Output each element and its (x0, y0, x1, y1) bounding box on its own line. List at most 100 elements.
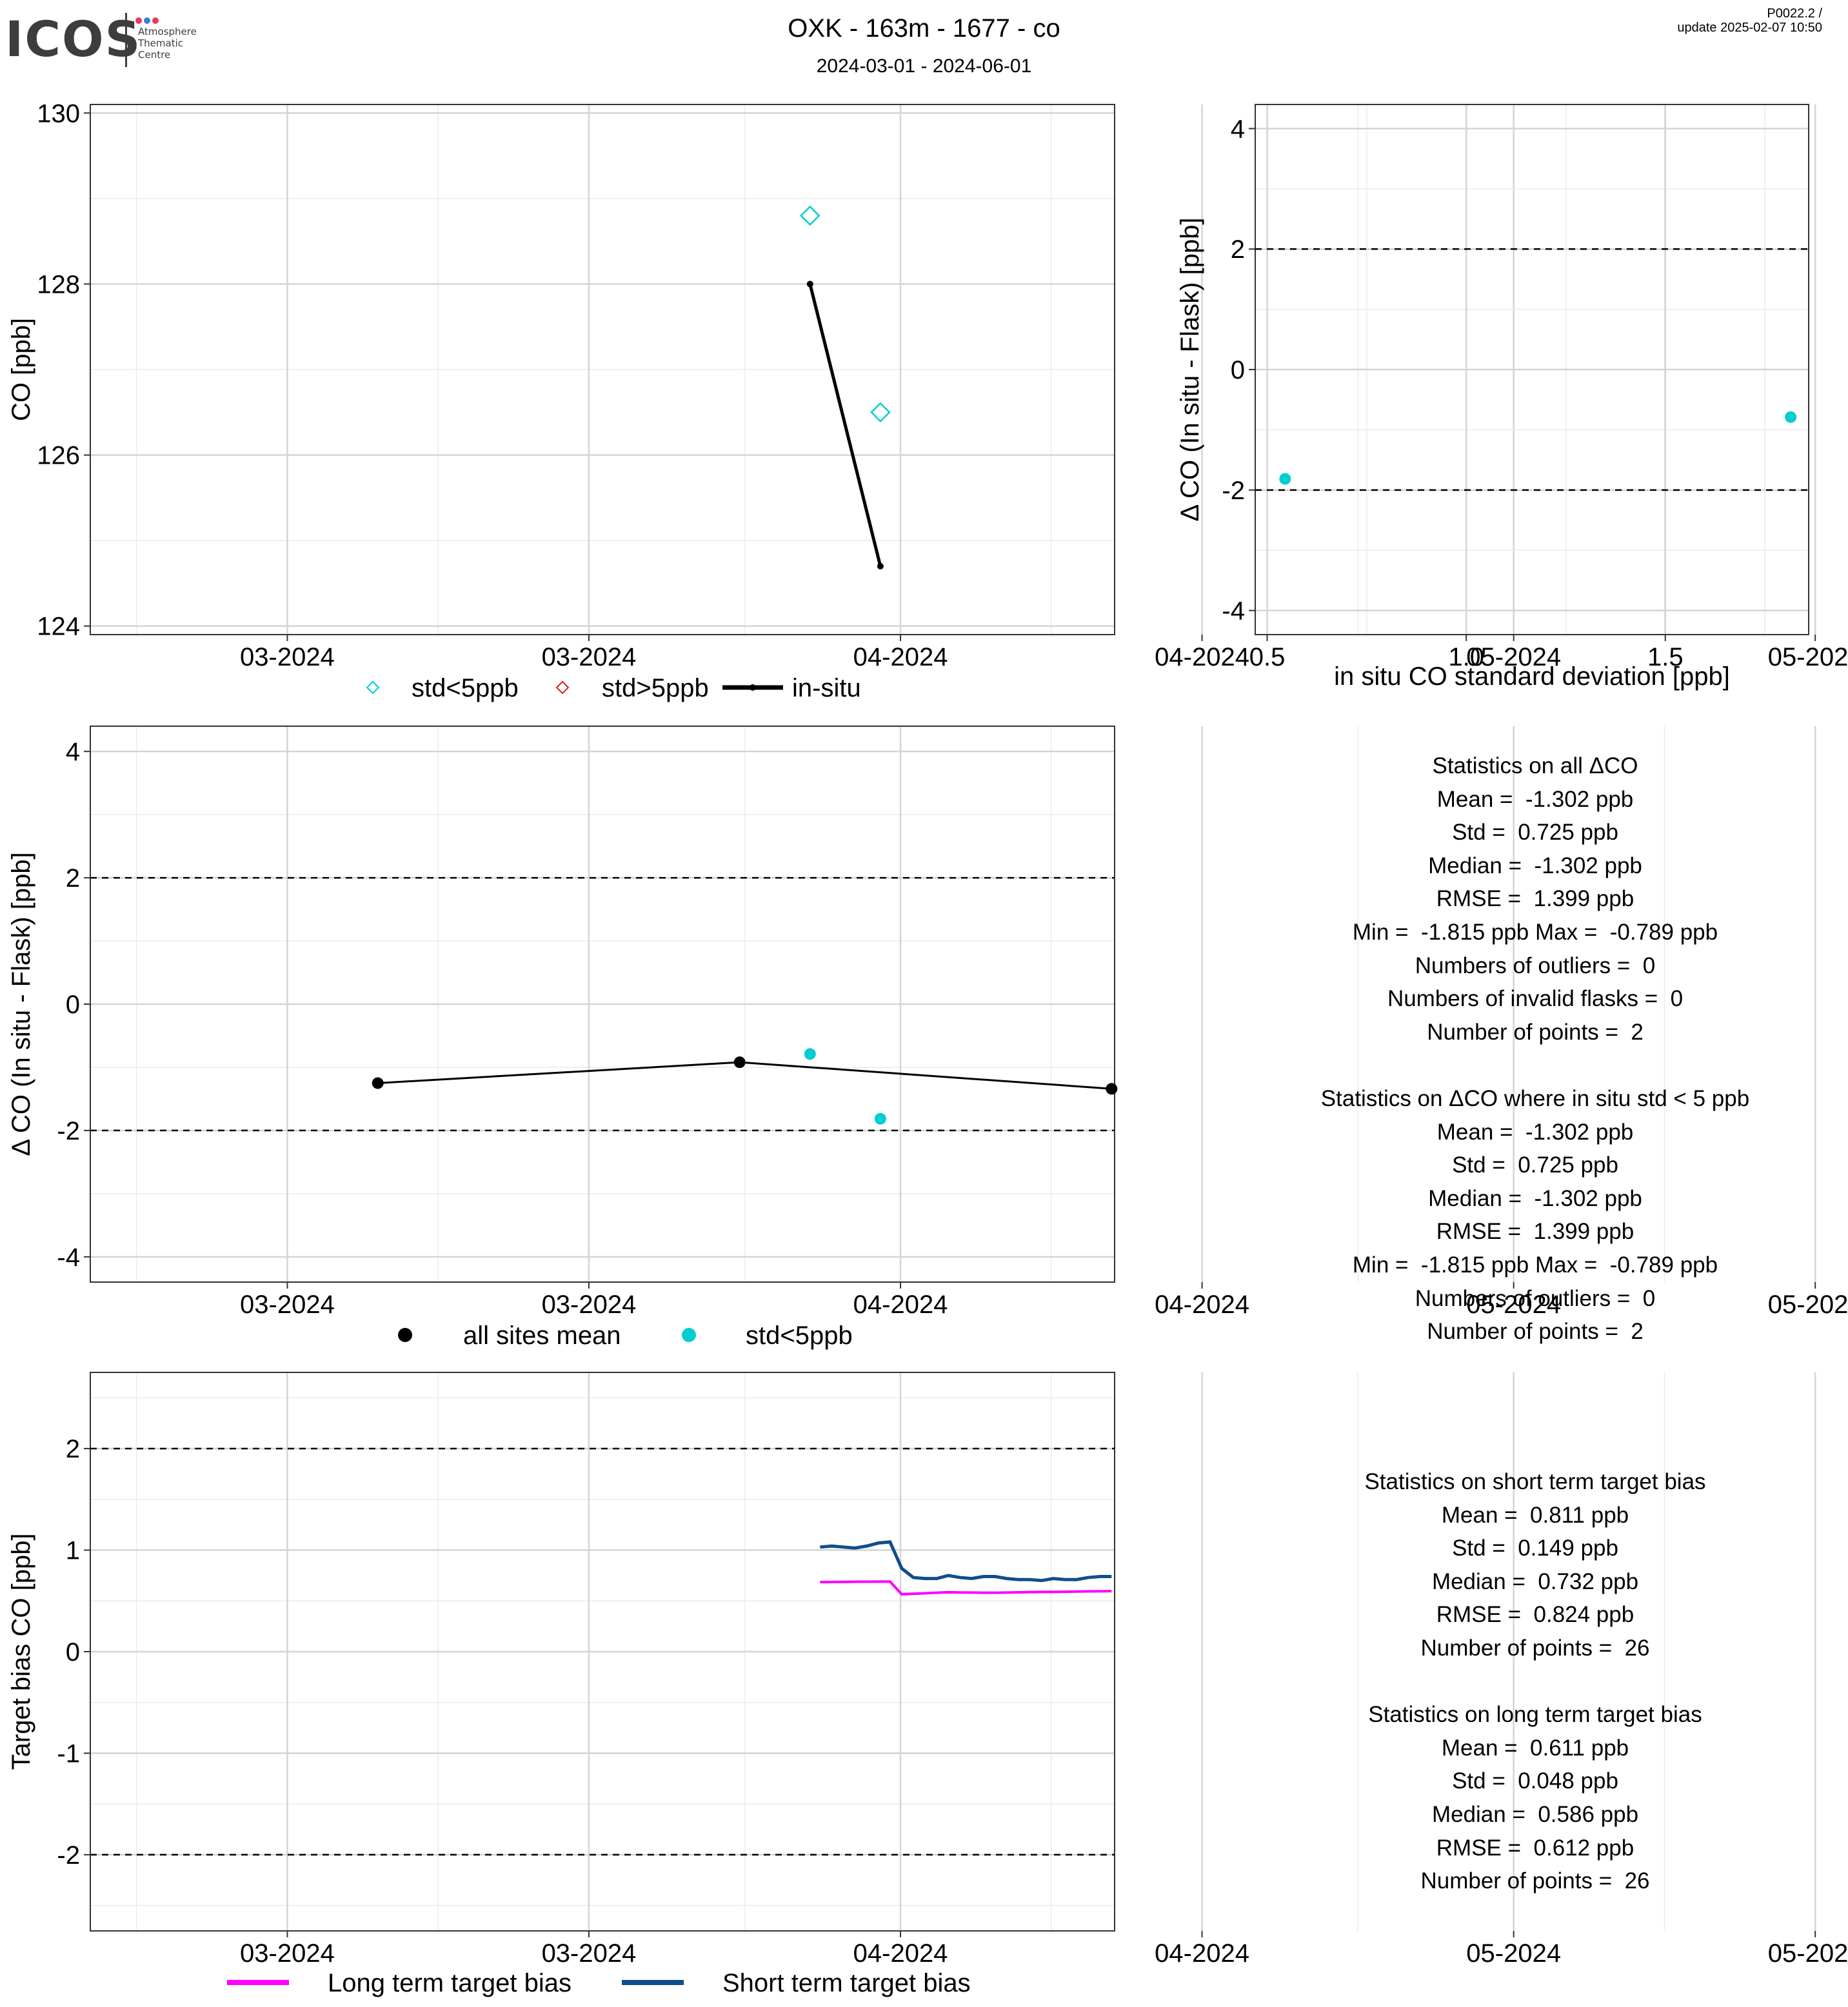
y-tick-label: 2 (1231, 235, 1245, 264)
stats-line: RMSE = 0.824 ppb (1436, 1602, 1634, 1628)
x-tick-label: 0.5 (1249, 643, 1286, 671)
version-update: update 2025-02-07 10:50 (1677, 21, 1822, 35)
stats-line: Std = 0.725 ppb (1452, 1152, 1618, 1178)
logo-text: ICOS (5, 10, 142, 68)
x-tick-label: 03-2024 (542, 1939, 637, 1968)
legend-key-std-lt5 (366, 680, 380, 695)
x-tick-label: 05-2024 (1768, 1290, 1848, 1319)
logo-dots (135, 15, 161, 27)
x-axis-label: in situ CO standard deviation [ppb] (1334, 662, 1730, 691)
stats-line: Median = 0.586 ppb (1431, 1801, 1639, 1827)
stats-line: Std = 0.149 ppb (1452, 1536, 1618, 1561)
logo-subtitle: Atmosphere Thematic Centre (138, 26, 197, 61)
y-tick-label: -1 (57, 1739, 80, 1768)
stats-delta-panel: Statistics on all ΔCO Mean = -1.302 ppb St… (1200, 749, 1848, 1349)
x-tick-label: 03-2024 (240, 1290, 335, 1319)
stats-spacer (1200, 1049, 1848, 1082)
x-tick-label: 04-2024 (853, 1939, 948, 1968)
y-tick-label: 2 (66, 864, 80, 893)
delta-point (1279, 473, 1291, 485)
stats-line: Number of points = 26 (1420, 1635, 1650, 1661)
stats-line: Mean = 0.811 ppb (1441, 1502, 1629, 1528)
stats-line: Numbers of outliers = 0 (1415, 953, 1656, 978)
stats-line: Std = 0.048 ppb (1452, 1768, 1618, 1794)
y-tick-label: 0 (1231, 356, 1245, 384)
stats-line: Number of points = 26 (1420, 1868, 1650, 1894)
stats-line: Numbers of invalid flasks = 0 (1387, 986, 1684, 1012)
page-title: OXK - 163m - 1677 - co (788, 14, 1060, 43)
x-tick-label: 03-2024 (542, 643, 637, 671)
logo-dot (152, 17, 159, 24)
y-tick-label: 0 (66, 1638, 80, 1666)
long-term-bias-line (820, 1580, 1112, 1596)
stats-line: Median = -1.302 ppb (1428, 1185, 1642, 1211)
icos-logo: ICOS Atmosphere Thematic Centre (5, 6, 218, 71)
x-tick-label: 04-2024 (1155, 1939, 1249, 1968)
x-tick-label: 05-2024 (1768, 643, 1848, 671)
y-tick-label: -2 (1222, 477, 1245, 505)
short-term-bias-line (820, 1540, 1112, 1583)
y-tick-label: -2 (57, 1841, 80, 1870)
y-axis-label: CO [ppb] (7, 318, 35, 421)
stats-target-bias-panel: Statistics on short term target bias Mean… (1200, 1465, 1848, 1898)
x-tick-label: 03-2024 (542, 1290, 637, 1319)
y-tick-label: 124 (37, 613, 80, 641)
stats-line: Median = -1.302 ppb (1428, 853, 1642, 878)
stats-line: Statistics on all ΔCO (1432, 753, 1638, 778)
legend-key-std-gt5 (555, 680, 570, 695)
all-sites-mean-point (733, 1056, 746, 1069)
stats-line: RMSE = 1.399 ppb (1436, 886, 1634, 912)
y-tick-label: 126 (37, 442, 80, 470)
legend-key-insitu-point (750, 684, 756, 691)
stats-spacer (1200, 1665, 1848, 1699)
insitu-point (806, 281, 813, 288)
y-tick-label: -4 (1222, 597, 1245, 626)
delta-point (1785, 411, 1797, 423)
stats-line: RMSE = 1.399 ppb (1436, 1219, 1634, 1245)
legend-key-all-sites-mean (398, 1328, 412, 1342)
insitu-line (808, 283, 882, 567)
all-sites-mean-point (1106, 1083, 1118, 1095)
y-tick-label: 1 (66, 1537, 80, 1565)
x-tick-label: 05-2024 (1466, 1290, 1561, 1319)
x-tick-label: 03-2024 (240, 643, 335, 671)
stats-line: Numbers of outliers = 0 (1415, 1285, 1656, 1311)
std-lt5-point (804, 1048, 816, 1060)
logo-separator (125, 13, 127, 67)
legend-label: std>5ppb (602, 674, 709, 702)
y-axis-label: Δ CO (In situ - Flask) [ppb] (7, 852, 35, 1156)
plot-border (90, 104, 1115, 635)
stats-line: Mean = -1.302 ppb (1436, 786, 1634, 812)
stats-line: Number of points = 2 (1427, 1319, 1644, 1345)
y-tick-label: 4 (66, 738, 80, 766)
plot-panel (1255, 104, 1809, 635)
x-tick-label: 1.5 (1647, 643, 1684, 671)
x-tick-label: 04-2024 (853, 643, 948, 671)
stats-line: Statistics on ΔCO where in situ std < 5 … (1320, 1085, 1750, 1111)
x-tick-label: 05-2024 (1466, 643, 1561, 671)
x-tick-label: 04-2024 (1155, 1290, 1249, 1319)
std-lt5-point (874, 1112, 886, 1125)
legend-label: all sites mean (463, 1321, 621, 1350)
y-axis-label: Δ CO (In situ - Flask) [ppb] (1176, 217, 1204, 521)
y-tick-label: 4 (1231, 115, 1245, 143)
flask-std-lt5-point (870, 402, 891, 423)
y-tick-label: 0 (66, 991, 80, 1019)
page-daterange: 2024-03-01 - 2024-06-01 (816, 55, 1032, 77)
legend-label: in-situ (792, 674, 861, 702)
flask-std-lt5-point (800, 205, 820, 226)
x-tick-label: 04-2024 (853, 1290, 948, 1319)
stats-line: Median = 0.732 ppb (1431, 1568, 1639, 1594)
stats-line: RMSE = 0.612 ppb (1436, 1835, 1634, 1861)
y-axis-label: Target bias CO [ppb] (7, 1534, 35, 1770)
stats-line: Std = 0.725 ppb (1452, 820, 1618, 845)
stats-line: Number of points = 2 (1427, 1019, 1644, 1045)
version-info: P0022.2 / update 2025-02-07 10:50 (1677, 6, 1822, 35)
stats-line: Mean = 0.611 ppb (1441, 1735, 1629, 1761)
insitu-point (877, 562, 884, 569)
version-code: P0022.2 / (1767, 6, 1822, 21)
y-tick-label: -2 (57, 1117, 80, 1145)
x-tick-label: 05-2024 (1768, 1939, 1848, 1968)
legend-key-std-lt5 (682, 1328, 696, 1342)
